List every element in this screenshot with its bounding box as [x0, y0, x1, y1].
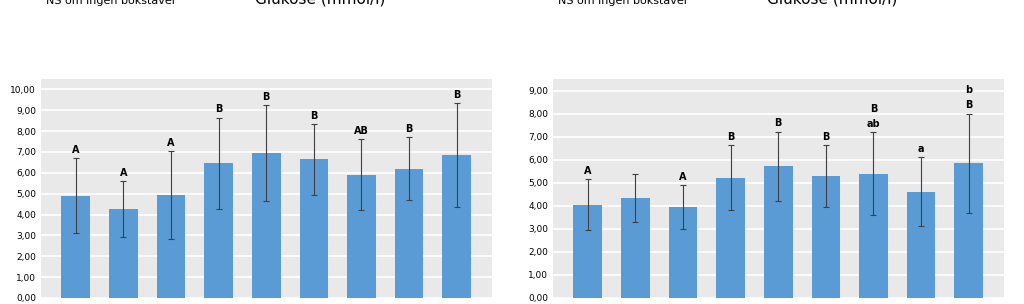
Text: B: B [215, 104, 222, 114]
Text: A: A [120, 168, 127, 178]
Bar [717, 178, 744, 298]
Text: A: A [679, 172, 687, 182]
Bar [859, 174, 888, 298]
Text: B: B [727, 132, 734, 142]
Text: B: B [453, 90, 461, 100]
Bar [907, 192, 935, 298]
Bar [669, 207, 697, 298]
Bar [347, 175, 376, 298]
Text: B: B [822, 132, 829, 142]
Text: B: B [262, 92, 270, 102]
Text: B: B [310, 111, 317, 121]
Text: B: B [406, 124, 413, 134]
Text: B: B [869, 104, 878, 114]
Bar [110, 209, 137, 298]
Text: A: A [167, 138, 175, 148]
Text: a: a [918, 144, 925, 154]
Text: NS om ingen bokstaver: NS om ingen bokstaver [46, 0, 176, 6]
Bar [157, 195, 185, 298]
Bar [573, 205, 602, 298]
Text: A: A [72, 145, 80, 155]
Text: B: B [774, 118, 782, 128]
Text: b: b [966, 85, 973, 95]
Bar [622, 198, 649, 298]
Bar [954, 163, 983, 298]
Bar [252, 153, 281, 298]
Bar [395, 169, 423, 298]
Text: ab: ab [866, 119, 881, 129]
Text: NS om ingen bokstaver: NS om ingen bokstaver [558, 0, 688, 6]
Text: B: B [965, 100, 973, 110]
Text: A: A [584, 166, 592, 176]
Bar [442, 155, 471, 298]
Bar [300, 159, 328, 298]
Bar [61, 196, 90, 298]
Text: Glukose (mmol/l): Glukose (mmol/l) [255, 0, 385, 6]
Text: AB: AB [354, 126, 369, 136]
Bar [812, 176, 840, 298]
Bar [205, 164, 232, 298]
Text: Glukose (mmol/l): Glukose (mmol/l) [767, 0, 897, 6]
Bar [764, 166, 793, 298]
